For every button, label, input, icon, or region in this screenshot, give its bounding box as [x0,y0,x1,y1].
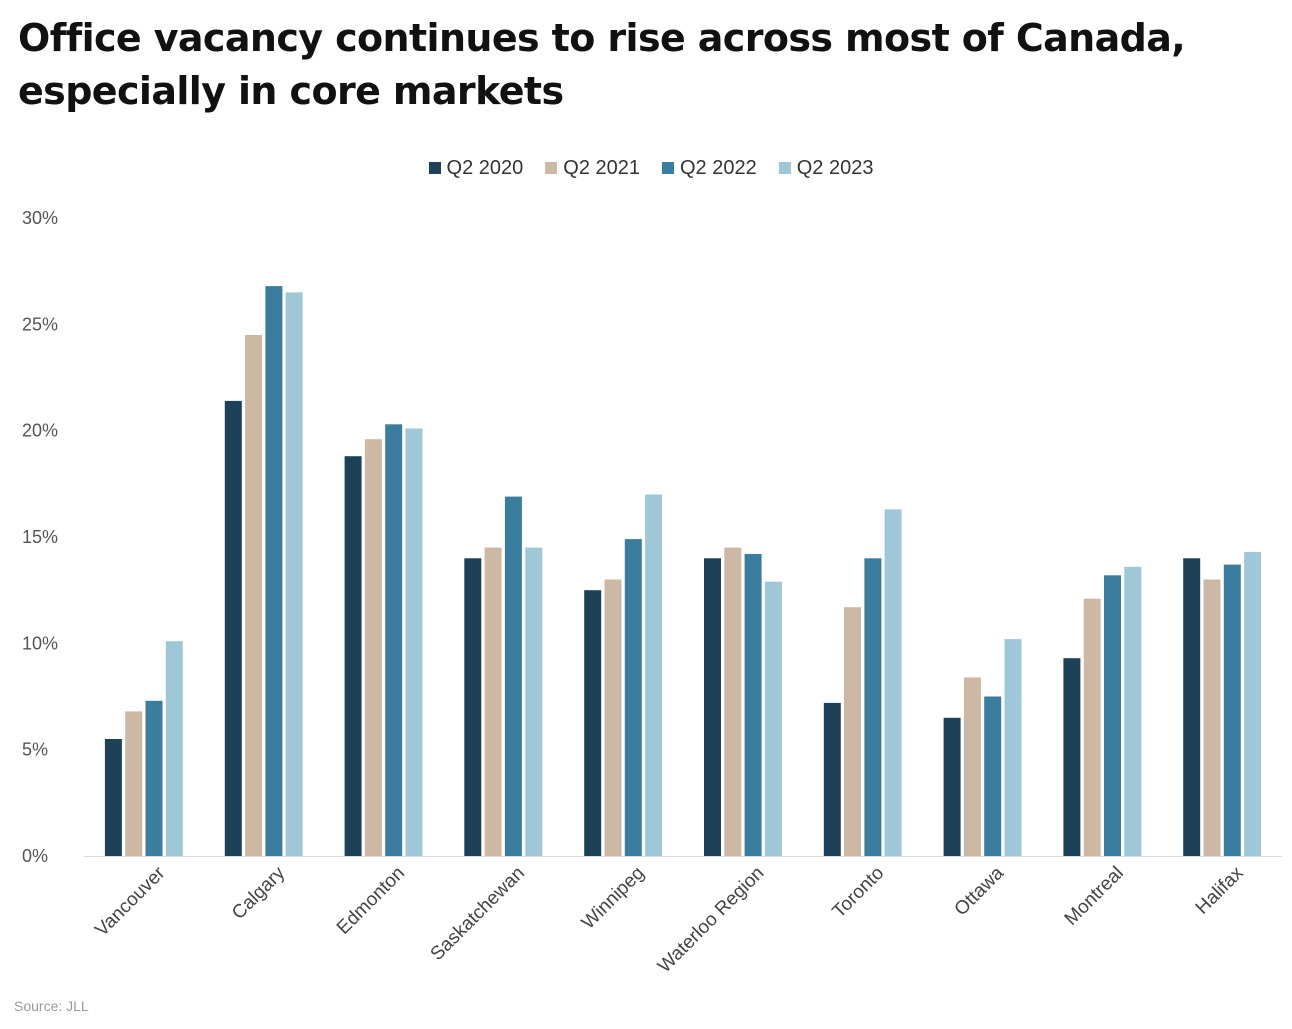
legend-label: Q2 2020 [446,156,524,179]
bar [245,335,263,856]
source-note: Source: JLL [14,998,89,1014]
x-tick-label: Winnipeg [578,863,649,934]
y-tick-label: 10% [22,633,58,653]
x-tick-label: Calgary [228,862,289,923]
x-tick-label: Halifax [1192,862,1248,918]
bar [844,607,861,856]
bar [984,696,1002,856]
bar [943,717,961,856]
legend-swatch [778,162,791,174]
bar [823,702,841,856]
bar-chart: 0% 5% 10% 15% 20% 25% 30% Vancouver Calgary Edmon… [22,208,1282,977]
bar [145,700,163,856]
x-tick-label: Ottawa [951,862,1009,920]
x-tick-label: Vancouver [91,862,170,941]
bar [884,509,902,856]
bar [265,286,283,857]
bar [1223,564,1241,856]
legend-label: Q2 2022 [680,156,757,179]
bar [385,424,403,856]
x-tick-label: Montreal [1061,863,1128,930]
bar [604,579,622,856]
bar [504,496,522,856]
bar [344,456,362,856]
bar [963,677,981,856]
bar [744,554,762,856]
bar [704,558,721,856]
bar [624,539,642,856]
y-tick-label: 15% [22,527,58,547]
legend-item: Q2 2022 [662,157,757,180]
bar [364,439,382,856]
y-tick-label: 5% [22,740,48,760]
bar [405,428,423,856]
bar [1183,558,1201,856]
chart-title: Office vacancy continues to rise across … [18,16,1186,113]
bar [1104,575,1121,856]
bar [125,711,143,856]
legend-swatch [662,162,674,174]
bar [484,547,502,856]
y-tick-label: 20% [22,421,58,441]
bar [864,558,882,856]
bar [1203,579,1221,856]
bar [645,494,663,856]
legend-item: Q2 2021 [545,157,640,180]
bar [224,400,242,856]
bar [1244,551,1262,856]
bar [165,641,183,856]
legend-label: Q2 2021 [563,156,640,179]
bar [764,581,782,856]
bar [525,547,543,856]
x-tick-label: Saskatchewan [427,863,529,965]
legend-label: Q2 2023 [796,156,874,179]
legend-swatch [428,162,441,174]
x-tick-label: Waterloo Region [654,863,768,977]
chart-legend: Q2 2020 Q2 2021 Q2 2022 Q2 2023 [0,154,1292,182]
bar [724,547,742,856]
bar [1063,658,1081,856]
bar [584,590,602,856]
legend-item: Q2 2023 [778,156,874,180]
bar [1004,639,1022,856]
legend-swatch [545,162,558,174]
bar [1124,566,1142,856]
bar [1083,598,1101,856]
x-tick-label: Edmonton [333,863,409,939]
bar [285,292,303,856]
x-tick-label: Toronto [829,863,889,923]
bar [464,558,482,856]
y-tick-label: 30% [22,208,58,228]
legend-item: Q2 2020 [428,156,524,180]
bar [104,739,122,856]
y-tick-label: 0% [22,846,48,866]
y-tick-label: 25% [22,314,58,334]
